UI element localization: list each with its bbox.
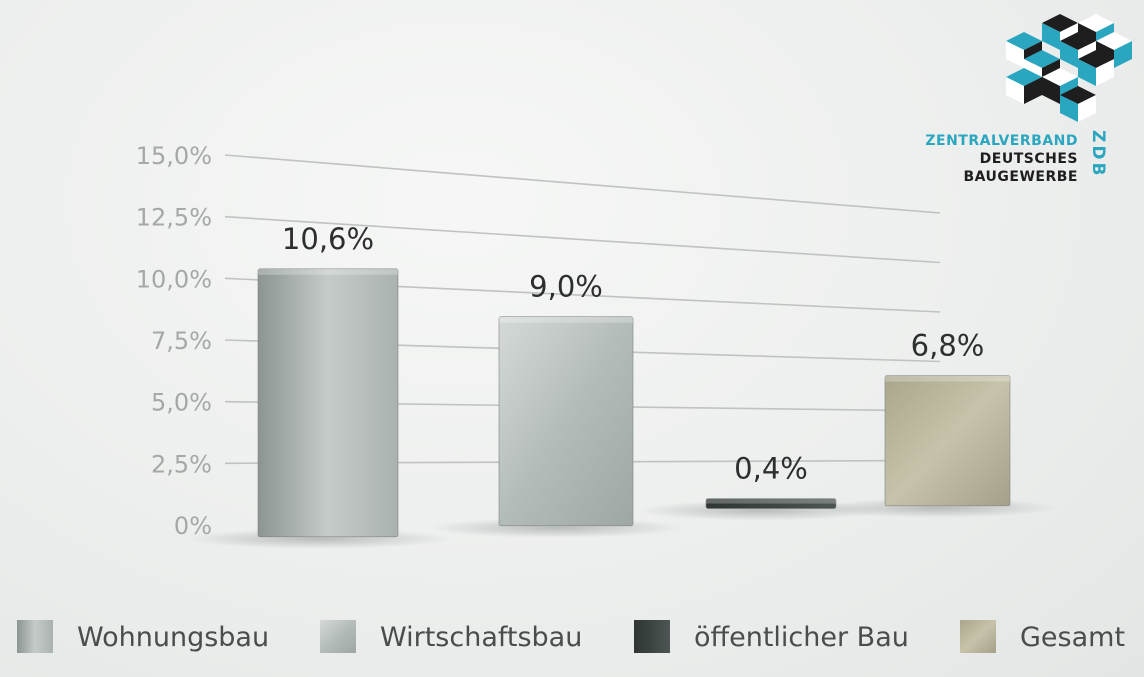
legend-label: Wohnungsbau bbox=[77, 622, 269, 653]
bar-wirtschaftsbau bbox=[498, 316, 634, 527]
legend-swatch bbox=[17, 620, 53, 653]
bar-top-face bbox=[258, 268, 398, 275]
bar-gesamt bbox=[884, 375, 1011, 507]
value-label: 0,4% bbox=[734, 452, 808, 486]
y-tick-label: 10,0% bbox=[136, 265, 212, 293]
value-label: 6,8% bbox=[911, 329, 985, 363]
logo-cube bbox=[1078, 50, 1114, 86]
logo-abbreviation: ZDB bbox=[1088, 130, 1108, 179]
y-tick-label: 7,5% bbox=[151, 327, 212, 355]
bar-top-face bbox=[499, 316, 633, 323]
bar-top-face bbox=[706, 498, 836, 504]
bar-wohnungsbau bbox=[257, 268, 399, 538]
logo-cube bbox=[1006, 68, 1042, 104]
gridline bbox=[224, 215, 941, 264]
bar--ffentlicher-bau bbox=[705, 498, 837, 509]
y-tick-label: 12,5% bbox=[136, 204, 212, 232]
logo-cube bbox=[1060, 86, 1096, 122]
gridline bbox=[224, 154, 941, 214]
logo-line-baugewerbe: BAUGEWERBE bbox=[963, 169, 1078, 185]
legend-swatch bbox=[320, 620, 356, 653]
legend-swatch bbox=[960, 620, 996, 653]
y-tick-label: 5,0% bbox=[151, 389, 212, 417]
value-label: 9,0% bbox=[529, 270, 603, 304]
legend-label: Wirtschaftsbau bbox=[380, 622, 582, 653]
logo-line-deutsches: DEUTSCHES bbox=[979, 151, 1078, 167]
zdb-logo-icon bbox=[1006, 14, 1132, 122]
logo-wordmark: ZENTRALVERBAND DEUTSCHES BAUGEWERBE bbox=[925, 132, 1078, 186]
value-label: 10,6% bbox=[282, 222, 374, 256]
logo-line-zentralverband: ZENTRALVERBAND bbox=[925, 133, 1078, 149]
y-tick-label: 15,0% bbox=[136, 142, 212, 170]
legend-label: öffentlicher Bau bbox=[694, 622, 909, 653]
y-tick-label: 2,5% bbox=[151, 450, 212, 478]
bar-top-face bbox=[885, 375, 1010, 382]
legend-label: Gesamt bbox=[1020, 622, 1125, 653]
legend-swatch bbox=[634, 620, 670, 653]
